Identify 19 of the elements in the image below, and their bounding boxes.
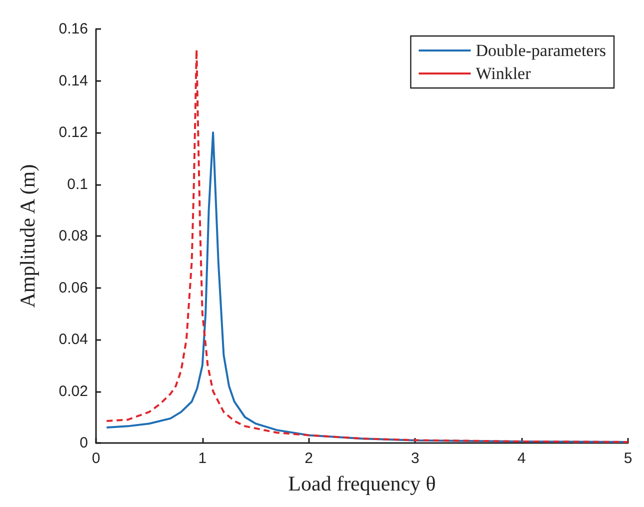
x-tick-label: 2: [304, 450, 313, 467]
x-tick-label: 3: [411, 450, 420, 467]
y-tick-label: 0.08: [58, 228, 88, 244]
y-tick-label: 0.02: [58, 382, 88, 400]
y-tick-label: 0.16: [58, 20, 88, 38]
y-tick-label: 0: [80, 434, 88, 452]
y-tick-label: 0.1: [67, 176, 88, 193]
y-axis-title: Amplitude A (m): [16, 164, 40, 308]
y-tick-label: 0.04: [58, 331, 88, 348]
legend-label: Winkler: [476, 64, 532, 83]
legend-label: Double-parameters: [476, 41, 606, 60]
y-tick-label: 0.12: [58, 124, 88, 141]
y-tick-label: 0.14: [58, 72, 88, 90]
x-tick-label: 0: [92, 450, 100, 467]
x-tick-label: 5: [624, 450, 632, 467]
x-axis-title: Load frequency θ: [288, 472, 436, 496]
x-tick-label: 4: [517, 450, 526, 467]
x-tick-label: 1: [198, 450, 207, 467]
y-tick-label: 0.06: [58, 279, 88, 296]
